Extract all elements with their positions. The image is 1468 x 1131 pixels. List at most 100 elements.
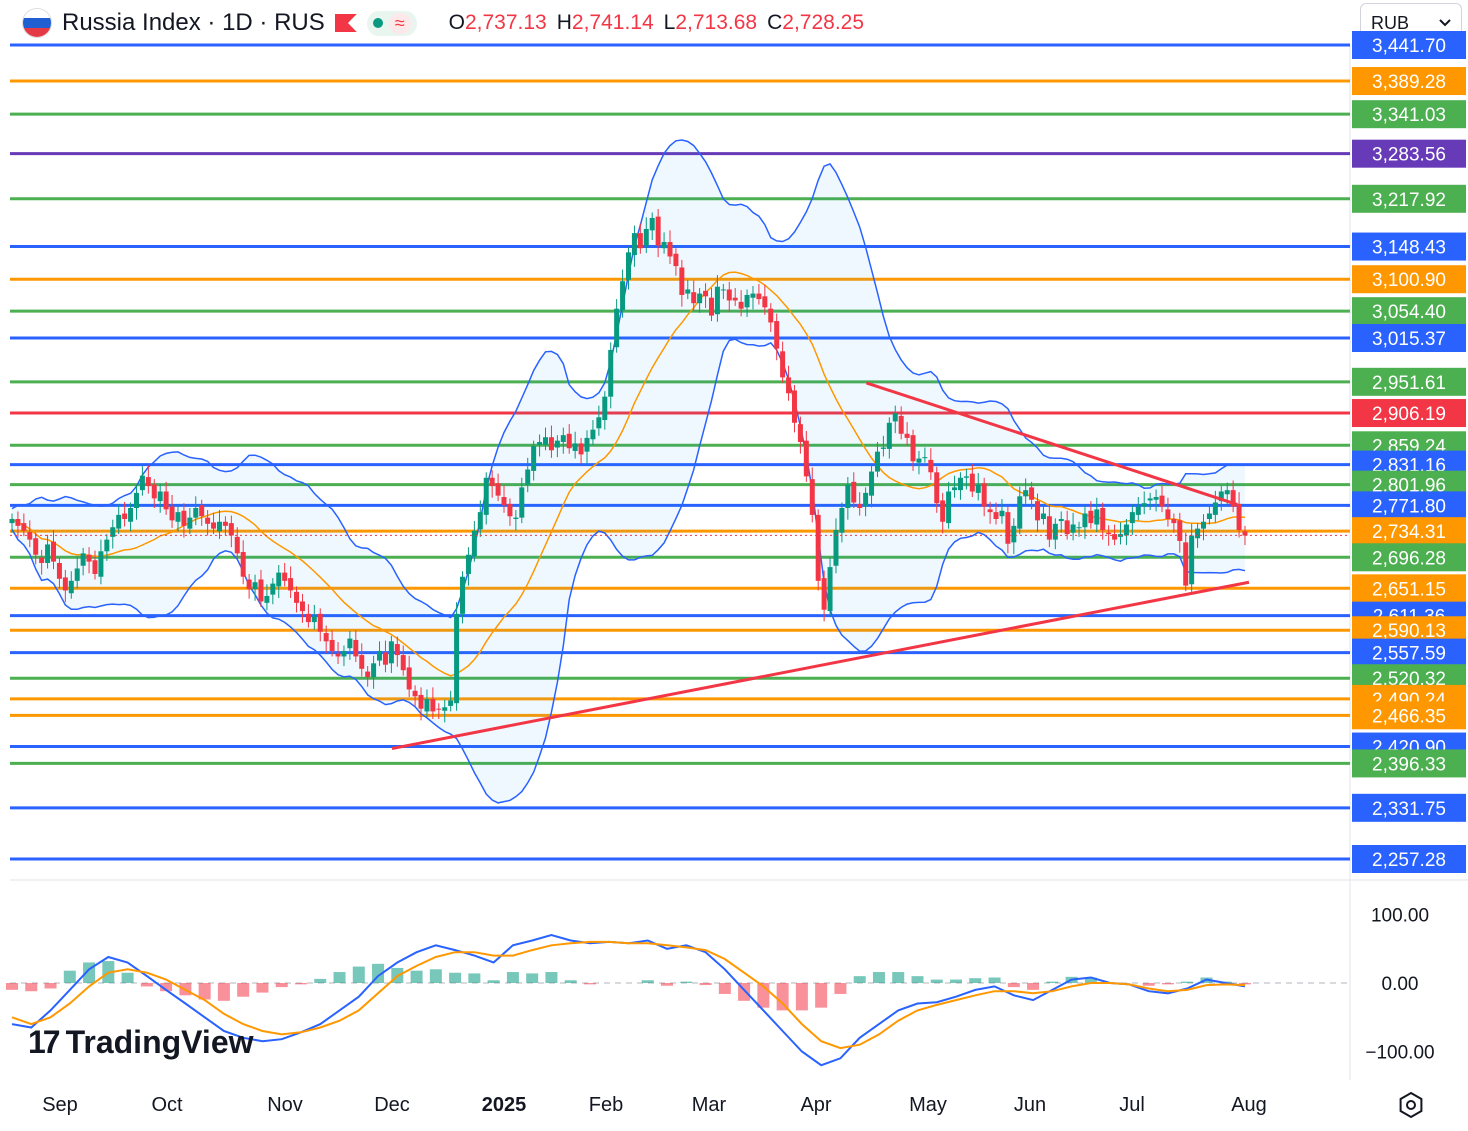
- candle-body: [738, 301, 744, 309]
- candle-body: [193, 508, 199, 518]
- candle-body: [353, 639, 359, 657]
- histogram-bar: [892, 972, 905, 983]
- level-tag-label: 2,257.28: [1372, 850, 1446, 871]
- tradingview-logo-text: TradingView: [65, 1024, 254, 1060]
- candle-body: [15, 519, 21, 526]
- level-tag: [1352, 67, 1466, 96]
- level-tag-label: 2,771.80: [1372, 496, 1446, 517]
- candle-body: [975, 484, 981, 493]
- candle-body: [56, 562, 62, 579]
- candle-body: [904, 433, 910, 438]
- symbol-title[interactable]: Russia Index · 1D · RUS: [62, 9, 325, 36]
- candle-body: [637, 233, 643, 249]
- candle-body: [1230, 490, 1236, 507]
- candle-body: [981, 483, 987, 507]
- candle-body: [211, 522, 217, 529]
- histogram-bar: [583, 983, 596, 985]
- candle-body: [1189, 535, 1195, 585]
- candle-body: [513, 517, 519, 520]
- histogram-bar: [333, 972, 346, 983]
- candle-body: [465, 554, 471, 574]
- candle-body: [299, 601, 305, 612]
- candle-body: [1088, 510, 1094, 524]
- candle-body: [98, 551, 104, 577]
- histogram-bar: [969, 978, 982, 983]
- candle-body: [578, 443, 584, 455]
- level-tag-label: 2,906.19: [1372, 404, 1446, 425]
- level-tag: [1352, 31, 1466, 59]
- histogram-bar: [314, 978, 327, 983]
- histogram-bar: [1239, 983, 1251, 985]
- level-tag: [1352, 749, 1466, 778]
- candle-body: [720, 289, 726, 291]
- candle-body: [454, 613, 460, 704]
- histogram-bar: [275, 983, 288, 988]
- candle-body: [809, 479, 815, 515]
- candle-body: [519, 487, 525, 518]
- histogram-bar: [911, 976, 924, 983]
- histogram-bar: [487, 980, 500, 983]
- candle-body: [1046, 516, 1052, 540]
- candle-body: [750, 293, 756, 298]
- high-value: 2,741.14: [571, 11, 654, 34]
- candle-body: [1112, 534, 1118, 540]
- candle-body: [892, 413, 898, 422]
- candle-body: [501, 497, 507, 506]
- candle-body: [791, 390, 797, 423]
- candle-body: [726, 289, 732, 301]
- candle-body: [940, 500, 946, 522]
- indicator-tick-label: −100.00: [1365, 1043, 1434, 1064]
- candle-body: [880, 447, 886, 449]
- ohlc-readout: O2,737.13 H2,741.14 L2,713.68 C2,728.25: [449, 11, 864, 35]
- indicator-status-pill[interactable]: ≈: [366, 10, 417, 36]
- histogram-bar: [140, 983, 153, 987]
- candle-body: [139, 475, 145, 491]
- flag-marker-icon[interactable]: [334, 14, 357, 32]
- candle-body: [460, 576, 466, 614]
- level-tag: [1352, 184, 1466, 213]
- histogram-bar: [1046, 981, 1059, 983]
- level-tag: [1352, 543, 1466, 572]
- candle-body: [1070, 524, 1076, 533]
- candle-body: [1035, 501, 1041, 521]
- candle-body: [1011, 525, 1017, 543]
- level-tag-label: 3,217.92: [1372, 190, 1446, 211]
- candle-body: [1177, 520, 1183, 541]
- candle-body: [507, 503, 513, 517]
- candle-body: [537, 442, 543, 445]
- candle-body: [412, 690, 418, 697]
- price-pane: [9, 43, 1468, 1080]
- candle-body: [483, 477, 489, 515]
- histogram-bar: [468, 973, 481, 983]
- candle-body: [104, 539, 110, 552]
- level-tag: [1352, 297, 1466, 326]
- candle-body: [110, 527, 116, 537]
- histogram-bar: [776, 983, 789, 1011]
- candle-body: [934, 472, 940, 504]
- histogram-bar: [526, 973, 539, 983]
- histogram-bar: [930, 979, 943, 983]
- candle-body: [406, 667, 412, 690]
- candle-body: [874, 451, 880, 472]
- candle-body: [922, 457, 928, 459]
- tradingview-logo: 17 TradingView: [28, 1024, 254, 1061]
- level-tag-label: 2,557.59: [1372, 644, 1446, 665]
- candle-body: [910, 435, 916, 462]
- candle-body: [187, 517, 193, 529]
- candle-body: [620, 281, 626, 311]
- x-tick-label: Dec: [374, 1094, 410, 1116]
- candle-body: [602, 396, 608, 421]
- x-tick-label: Feb: [589, 1094, 623, 1116]
- level-tag: [1352, 491, 1466, 520]
- level-tag-label: 2,951.61: [1372, 373, 1446, 394]
- resistance-trendline: [865, 381, 1238, 506]
- candle-body: [1094, 509, 1100, 525]
- candle-body: [1106, 532, 1112, 535]
- close-label: C: [767, 11, 783, 34]
- candle-body: [199, 505, 205, 517]
- high-label: H: [556, 11, 572, 34]
- candle-body: [323, 633, 329, 642]
- level-tag: [1352, 701, 1466, 730]
- settings-gear-icon[interactable]: [1396, 1090, 1426, 1120]
